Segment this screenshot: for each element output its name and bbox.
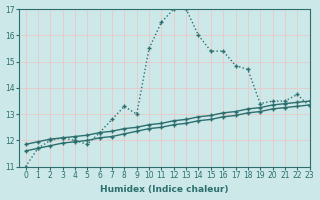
X-axis label: Humidex (Indice chaleur): Humidex (Indice chaleur) (100, 185, 229, 194)
